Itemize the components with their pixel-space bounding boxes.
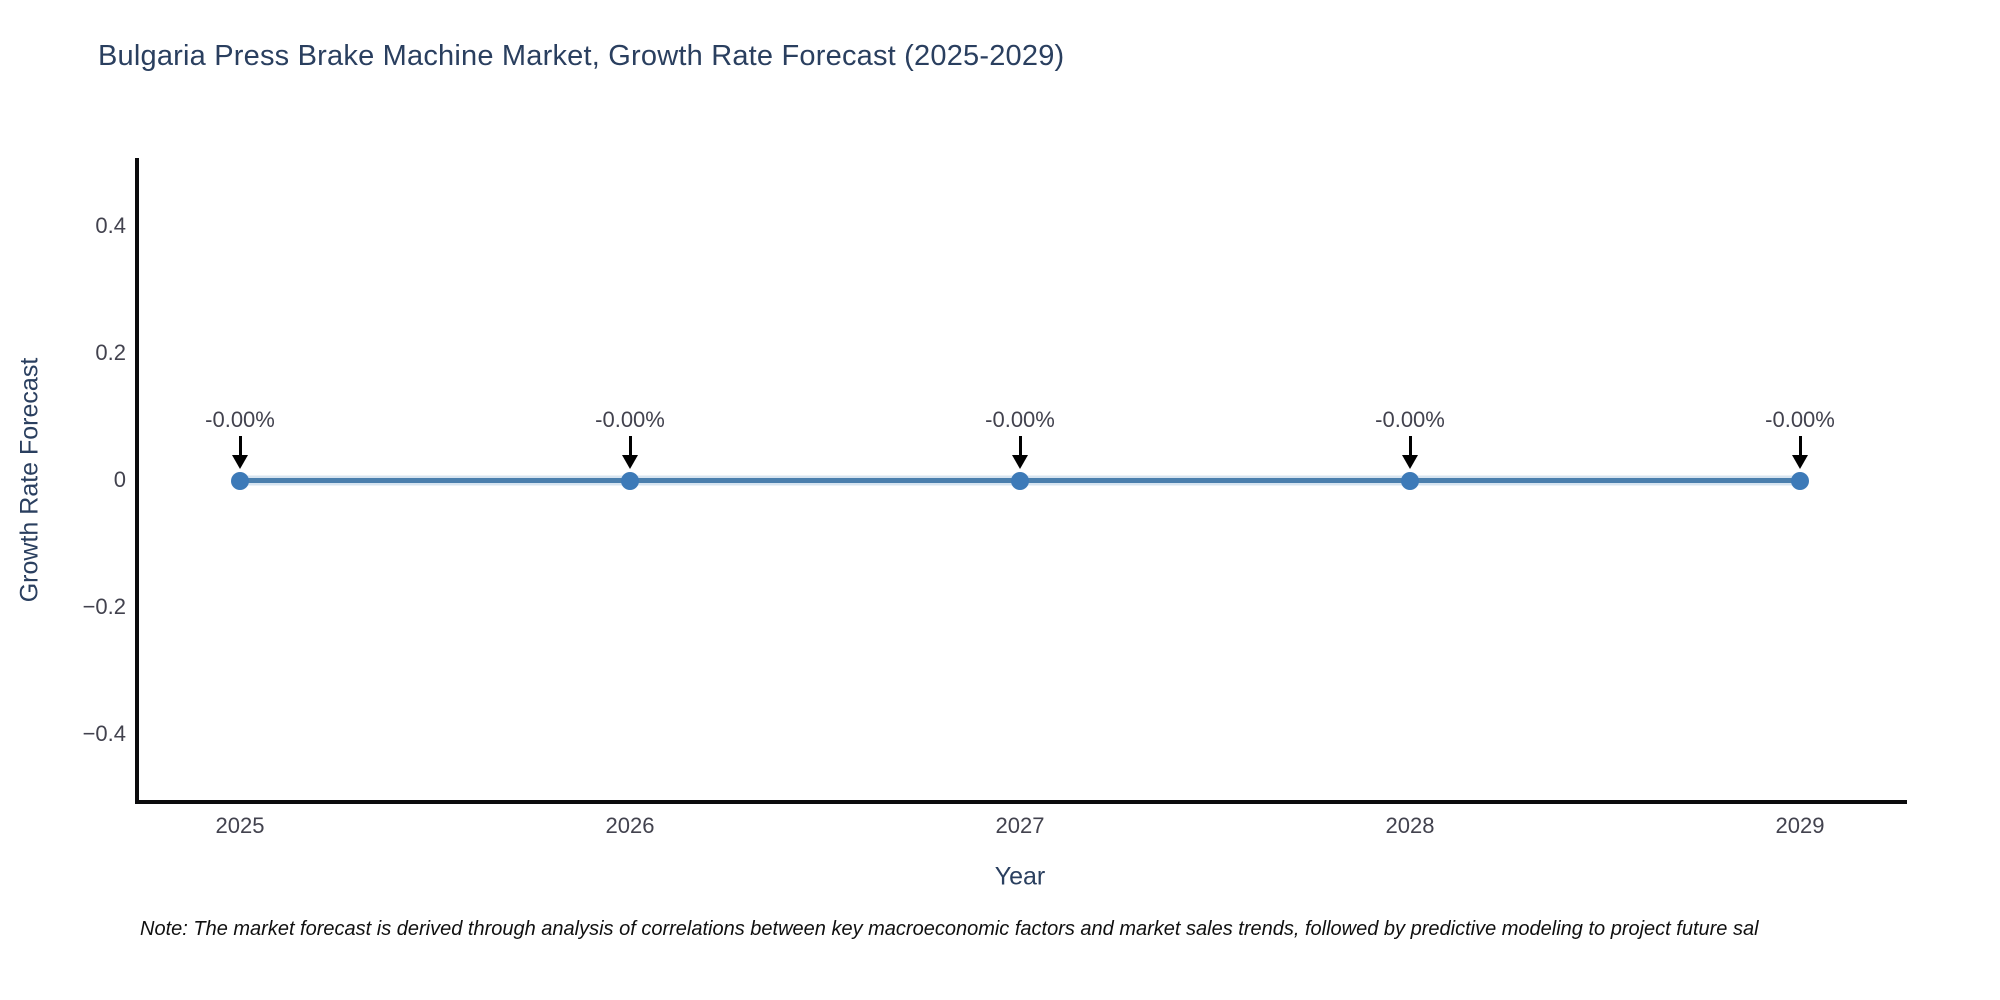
annotation-arrow	[239, 436, 242, 458]
arrow-head-icon	[1012, 455, 1028, 469]
x-axis-line	[135, 800, 1907, 804]
y-tick-label: 0.4	[95, 213, 126, 238]
y-tick-label: 0	[113, 467, 126, 492]
footnote: Note: The market forecast is derived thr…	[140, 918, 1759, 940]
arrow-head-icon	[232, 455, 248, 469]
y-tick-label: −0.4	[82, 721, 126, 746]
annotation-arrow	[1019, 436, 1022, 458]
annotation-arrow	[1409, 436, 1412, 458]
data-point-marker	[1011, 472, 1029, 490]
point-annotation-label: -0.00%	[205, 407, 275, 432]
point-annotation-label: -0.00%	[1765, 407, 1835, 432]
point-annotation-label: -0.00%	[595, 407, 665, 432]
y-axis-line	[135, 158, 139, 804]
x-axis-title: Year	[994, 862, 1046, 891]
y-tick-label: −0.2	[82, 594, 126, 619]
x-tick-label: 2029	[1775, 813, 1825, 838]
y-tick-label: 0.2	[95, 340, 126, 365]
x-tick-label: 2028	[1385, 813, 1435, 838]
x-tick-label: 2026	[605, 813, 655, 838]
data-point-marker	[231, 472, 249, 490]
point-annotation-label: -0.00%	[1375, 407, 1445, 432]
data-point-marker	[1401, 472, 1419, 490]
x-tick-label: 2025	[215, 813, 265, 838]
data-point-marker	[621, 472, 639, 490]
annotation-arrow	[629, 436, 632, 458]
x-tick-label: 2027	[995, 813, 1045, 838]
data-point-marker	[1791, 472, 1809, 490]
chart-title: Bulgaria Press Brake Machine Market, Gro…	[98, 40, 1065, 72]
arrow-head-icon	[1792, 455, 1808, 469]
arrow-head-icon	[622, 455, 638, 469]
arrow-head-icon	[1402, 455, 1418, 469]
annotation-arrow	[1799, 436, 1802, 458]
point-annotation-label: -0.00%	[985, 407, 1055, 432]
